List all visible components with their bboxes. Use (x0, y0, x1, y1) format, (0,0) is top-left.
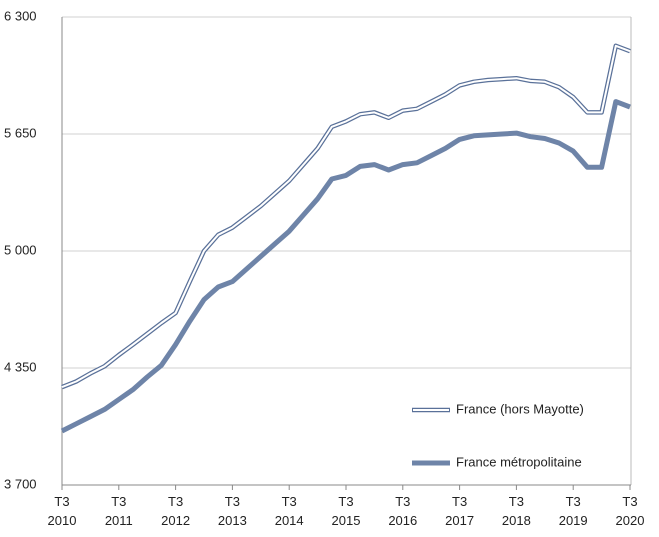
x-tick-label: T3 2020 (615, 494, 645, 528)
y-tick-label: 4 350 (4, 359, 37, 374)
x-tick-label: T3 2017 (445, 494, 475, 528)
line-series (60, 99, 631, 434)
legend-label: France (hors Mayotte) (456, 401, 584, 416)
y-tick-label: 6 300 (4, 8, 37, 23)
legend-label: France métropolitaine (456, 454, 582, 469)
line-series-outline (61, 43, 631, 390)
x-tick-label: T3 2019 (558, 494, 588, 528)
x-tick-label: T3 2014 (274, 494, 304, 528)
x-tick-label: T3 2011 (104, 494, 133, 528)
y-tick-label: 5 650 (4, 125, 37, 140)
x-tick-label: T3 2016 (388, 494, 418, 528)
x-tick-label: T3 2018 (501, 494, 531, 528)
y-tick-label: 5 000 (4, 242, 37, 257)
x-tick-label: T3 2015 (331, 494, 361, 528)
x-tick-label: T3 2010 (47, 494, 77, 528)
x-tick-label: T3 2012 (161, 494, 191, 528)
y-tick-label: 3 700 (4, 476, 37, 491)
x-tick-label: T3 2013 (217, 494, 247, 528)
line-series-inner (61, 44, 631, 389)
